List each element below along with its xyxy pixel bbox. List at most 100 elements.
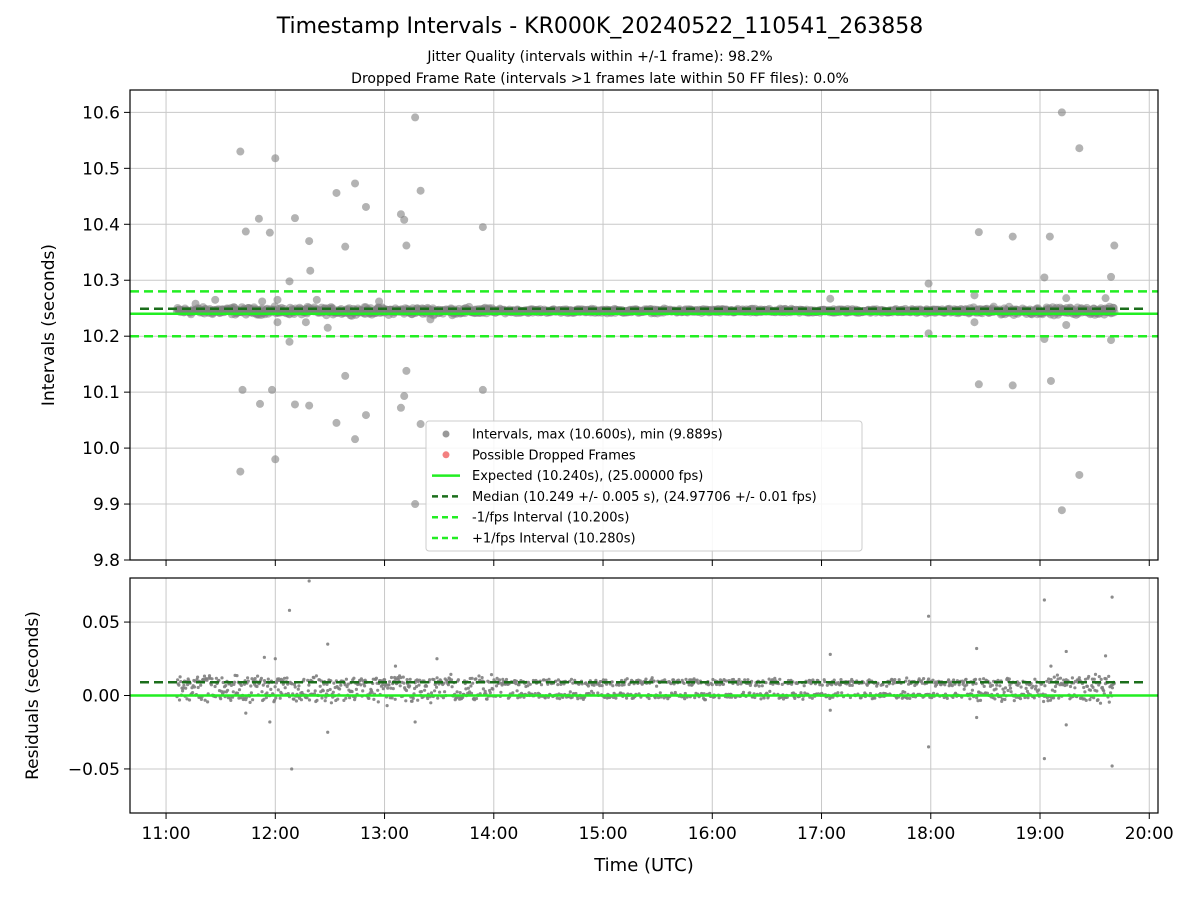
outlier-point (262, 655, 266, 659)
data-point (262, 697, 266, 701)
data-point (1034, 684, 1038, 688)
data-point (799, 691, 803, 695)
data-point (370, 690, 374, 695)
data-point (922, 677, 926, 681)
data-point (568, 690, 572, 694)
data-point (352, 676, 356, 680)
outlier-point (273, 657, 277, 661)
data-point (1096, 698, 1100, 702)
outlier-point (1042, 757, 1046, 761)
data-point (970, 688, 975, 692)
data-point (237, 688, 242, 692)
data-point (601, 678, 606, 682)
data-point (203, 698, 207, 702)
data-point (426, 696, 430, 701)
data-point (202, 674, 207, 678)
residuals-marks (130, 579, 1158, 771)
data-point (706, 683, 711, 687)
data-point (354, 687, 358, 692)
data-point (299, 698, 303, 702)
data-point (283, 686, 287, 690)
outlier-point (290, 400, 299, 409)
data-point (339, 683, 343, 687)
data-point (469, 691, 474, 695)
outlier-point (435, 657, 439, 661)
data-point (995, 683, 999, 687)
data-point (296, 687, 300, 691)
data-point (416, 698, 420, 702)
data-point (1077, 676, 1081, 680)
outlier-point (411, 500, 420, 509)
data-point (1048, 698, 1053, 702)
data-point (374, 676, 378, 680)
outlier-point (1057, 108, 1066, 117)
outlier-point (1110, 595, 1114, 599)
outlier-point (271, 154, 280, 163)
data-point (272, 698, 277, 703)
data-point (554, 679, 558, 683)
data-point (381, 683, 385, 687)
data-point (1095, 689, 1099, 693)
intervals-panel: 9.8 9.9 10.0 10.1 10.2 10.3 10.4 10.5 10.6 Interv… (39, 89, 1159, 571)
data-point (226, 688, 230, 692)
data-point (755, 683, 759, 687)
data-point (390, 696, 394, 700)
data-point (307, 698, 312, 702)
data-point (994, 687, 998, 691)
data-point (526, 684, 530, 688)
data-point (1024, 686, 1028, 691)
data-point (446, 683, 450, 687)
data-point (684, 677, 688, 682)
data-point (1052, 675, 1056, 679)
data-point (873, 696, 877, 700)
outlier-point (268, 720, 272, 724)
outlier-point (351, 435, 360, 444)
data-point (516, 696, 520, 700)
data-point (1055, 673, 1059, 677)
data-point (673, 690, 677, 695)
data-point (982, 677, 986, 681)
data-point (964, 677, 968, 681)
data-point (695, 678, 699, 682)
outlier-point (290, 214, 299, 223)
data-point (1098, 701, 1103, 705)
data-point (1092, 696, 1096, 700)
y-tick-label: 10.5 (82, 159, 120, 179)
data-point (978, 698, 983, 703)
legend-entry-label: -1/fps Interval (10.200s) (472, 511, 629, 526)
data-point (741, 690, 746, 695)
outlier-point (402, 241, 411, 250)
data-point (802, 684, 806, 688)
data-point (248, 700, 252, 705)
data-point (209, 683, 213, 687)
data-point (1018, 697, 1023, 701)
data-point (376, 688, 380, 692)
residuals-y-axis-label: Residuals (seconds) (23, 611, 43, 780)
data-point (820, 683, 824, 687)
data-point (235, 674, 239, 678)
data-point (1000, 697, 1005, 701)
data-point (196, 685, 200, 690)
x-tick-label: 14:00 (469, 824, 518, 844)
data-point (414, 685, 419, 689)
data-point (1082, 685, 1086, 690)
data-point (428, 678, 432, 682)
data-point (764, 681, 768, 685)
legend-entry-label: Median (10.249 +/- 0.005 s), (24.97706 +… (472, 490, 817, 505)
data-point (232, 680, 237, 684)
data-point (696, 681, 701, 685)
outlier-point (1064, 649, 1068, 654)
data-point (1008, 686, 1013, 690)
data-point (1003, 686, 1008, 690)
data-point (404, 699, 408, 703)
data-point (768, 689, 772, 694)
outlier-point (974, 380, 983, 389)
data-point (436, 696, 440, 700)
data-point (778, 677, 782, 681)
data-point (312, 676, 316, 680)
data-point (410, 699, 414, 703)
data-point (762, 696, 766, 700)
outlier-point (271, 455, 280, 464)
data-point (353, 698, 357, 702)
